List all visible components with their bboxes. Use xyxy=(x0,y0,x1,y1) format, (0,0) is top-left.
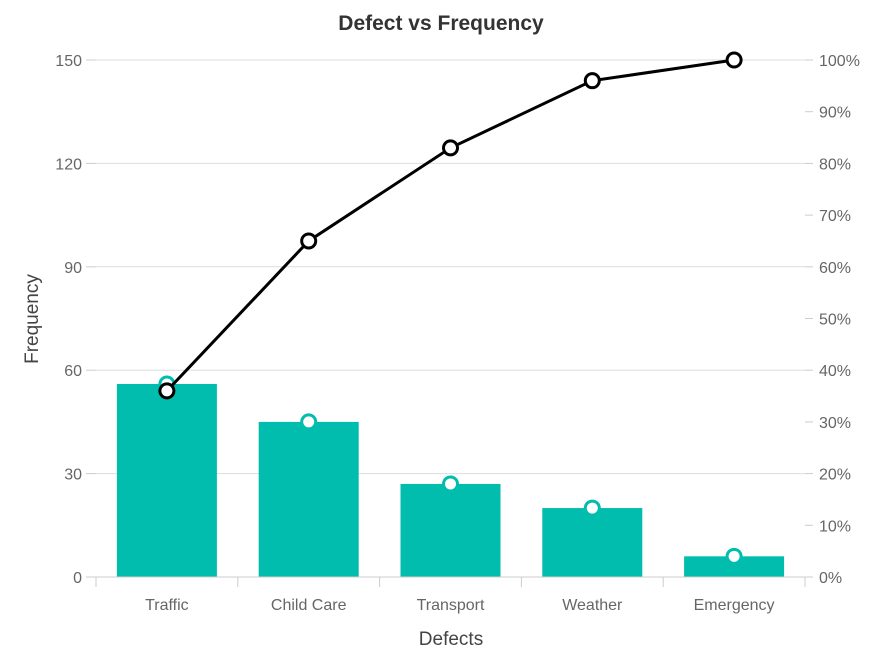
left-tick-label: 0 xyxy=(73,570,82,587)
left-tick-label: 150 xyxy=(55,53,82,70)
y-axis-title: Frequency xyxy=(22,274,43,364)
x-tick-label: Weather xyxy=(562,597,623,614)
line-point xyxy=(583,72,601,90)
gridlines xyxy=(96,59,805,475)
bar xyxy=(684,556,785,577)
line-point xyxy=(158,382,176,400)
right-tick-label: 50% xyxy=(819,312,851,329)
x-tick-label: Transport xyxy=(417,597,485,614)
right-tick-label: 40% xyxy=(819,363,851,380)
right-tick-label: 60% xyxy=(819,260,851,277)
bar xyxy=(116,383,217,577)
left-tick-label: 120 xyxy=(55,156,82,173)
left-tick-label: 30 xyxy=(64,467,82,484)
bar-series xyxy=(116,383,785,577)
right-axis: 0% 10% 20% 30% 40% 50% 60% 70% 80% 90% 100% xyxy=(805,53,860,587)
right-tick-label: 90% xyxy=(819,105,851,122)
line-point xyxy=(442,139,459,157)
bar xyxy=(542,508,643,577)
x-tick-label: Child Care xyxy=(271,597,347,614)
left-tick-label: 60 xyxy=(64,363,82,380)
right-tick-label: 10% xyxy=(819,518,851,535)
x-tick-label: Emergency xyxy=(694,597,775,614)
right-tick-label: 70% xyxy=(819,208,851,225)
right-tick-label: 0% xyxy=(819,570,842,587)
bar-marker xyxy=(583,499,601,517)
x-tick-label: Traffic xyxy=(145,597,189,614)
cumulative-line xyxy=(165,58,735,392)
right-tick-label: 20% xyxy=(819,467,851,484)
x-axis-title: Defects xyxy=(419,629,483,650)
right-tick-label: 30% xyxy=(819,415,851,432)
bar xyxy=(400,483,501,577)
bar xyxy=(258,421,359,577)
left-axis: 0 30 60 90 120 150 xyxy=(55,53,96,587)
bar-marker xyxy=(300,413,318,431)
left-tick-label: 90 xyxy=(64,260,82,277)
right-tick-label: 100% xyxy=(819,53,860,70)
bar-marker xyxy=(725,547,743,565)
right-tick-label: 80% xyxy=(819,156,851,173)
bar-marker xyxy=(442,475,459,493)
line-series xyxy=(158,51,743,400)
chart-title: Defect vs Frequency xyxy=(338,12,544,35)
line-point xyxy=(300,232,318,250)
line-point xyxy=(725,51,743,69)
x-axis: Traffic Child Care Transport Weather Emergen… xyxy=(95,576,806,614)
